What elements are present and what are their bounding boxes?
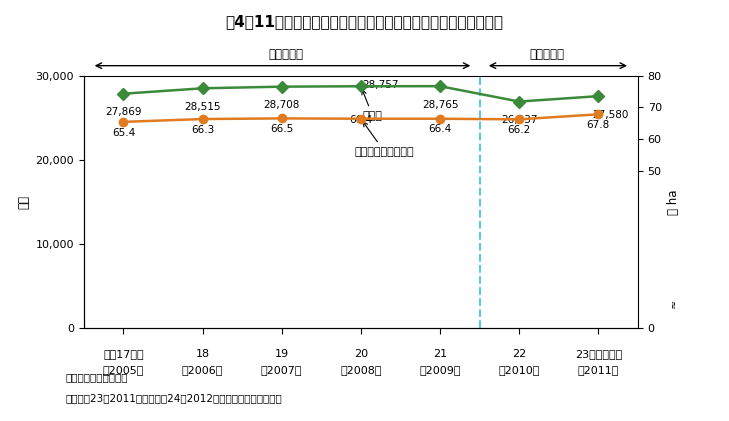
Text: 28,515: 28,515 — [184, 102, 221, 112]
Text: 66.3: 66.3 — [191, 125, 214, 135]
Text: 66.4: 66.4 — [349, 115, 373, 125]
Text: 27,580: 27,580 — [592, 109, 628, 120]
Text: 27,869: 27,869 — [105, 107, 141, 117]
Text: 19: 19 — [275, 349, 289, 359]
Text: （2011）: （2011） — [577, 365, 619, 375]
Text: 66.5: 66.5 — [270, 124, 293, 134]
Text: （2005）: （2005） — [103, 365, 144, 375]
Text: 28,708: 28,708 — [263, 100, 300, 110]
Y-axis label: 万 ha: 万 ha — [667, 189, 680, 215]
Text: 66.4: 66.4 — [429, 124, 452, 134]
Text: （2007）: （2007） — [261, 365, 303, 375]
Text: 28,765: 28,765 — [422, 100, 459, 109]
Text: 協定数: 協定数 — [362, 90, 383, 121]
Text: 18: 18 — [195, 349, 210, 359]
Text: 65.4: 65.4 — [112, 128, 135, 138]
Text: （2009）: （2009） — [419, 365, 461, 375]
Text: （2010）: （2010） — [499, 365, 540, 375]
Text: 22: 22 — [512, 349, 526, 359]
Text: 67.8: 67.8 — [587, 120, 610, 130]
Text: 第３期対策: 第３期対策 — [529, 48, 564, 61]
Text: 28,757: 28,757 — [362, 80, 399, 90]
Text: 資料：農林水産省調べ: 資料：農林水産省調べ — [66, 373, 128, 383]
Text: ≈: ≈ — [668, 298, 679, 308]
Y-axis label: 協定: 協定 — [17, 195, 30, 209]
Text: 23（見込み）: 23（見込み） — [574, 349, 622, 359]
Text: 21: 21 — [433, 349, 447, 359]
Text: 26,937: 26,937 — [501, 115, 537, 125]
Text: 20: 20 — [354, 349, 368, 359]
Text: （2008）: （2008） — [340, 365, 381, 375]
Text: 66.2: 66.2 — [507, 125, 531, 135]
Text: （2006）: （2006） — [182, 365, 223, 375]
Text: 図4－11　中山間地域等直接支払制度の協定数と交付面積の推移: 図4－11 中山間地域等直接支払制度の協定数と交付面積の推移 — [225, 15, 504, 29]
Text: 平成17年度: 平成17年度 — [103, 349, 144, 359]
Text: 第２期対策: 第２期対策 — [268, 48, 303, 61]
Text: 注：平23（2011）年度は平24（2012）年１月末現在の見込み: 注：平23（2011）年度は平24（2012）年１月末現在の見込み — [66, 394, 282, 404]
Text: 交付面積（右目盛）: 交付面積（右目盛） — [355, 122, 414, 157]
